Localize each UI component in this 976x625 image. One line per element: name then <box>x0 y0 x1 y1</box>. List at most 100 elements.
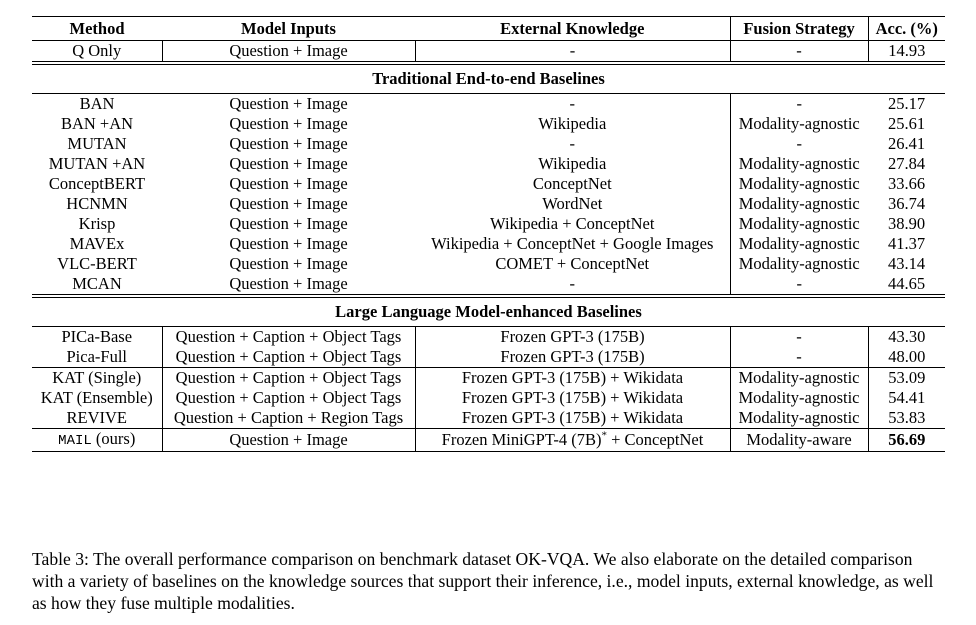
data-row: PICa-Base Question + Caption + Object Tag… <box>32 326 945 347</box>
table-cell: ConceptBERT <box>48 174 146 193</box>
table-cell: Wikipedia <box>538 154 607 173</box>
data-row: BAN Question + Image - -25.17 <box>32 93 945 114</box>
table-cell: Modality-agnostic <box>729 154 868 174</box>
table-cell: Wikipedia + ConceptNet + Google Images <box>431 234 714 253</box>
section-title: Traditional End-to-end Baselines <box>372 69 605 88</box>
table-cell: Question + Image <box>229 134 348 153</box>
table-cell: Modality-agnostic <box>729 114 868 134</box>
data-row: MAVEx Question + Image Wikipedia + Concept… <box>32 234 945 254</box>
table-cell: Question + Image <box>229 194 348 213</box>
table-cell: Modality-agnostic <box>729 367 868 388</box>
table-cell: Question + Caption + Object Tags <box>161 347 415 368</box>
table-cell: - <box>414 40 730 63</box>
data-row: ConceptBERT Question + Image ConceptNet Mod… <box>32 174 945 194</box>
results-table: Method Model Inputs External Knowledge Fusi… <box>32 16 945 452</box>
table-cell: BAN <box>79 94 115 113</box>
cell-text: * <box>601 429 607 442</box>
table-cell: MAVEx <box>69 234 125 253</box>
table-cell: 43.14 <box>887 254 926 273</box>
table-cell: Question + Caption + Object Tags <box>161 367 415 388</box>
table-cell: 54.41 <box>867 388 945 408</box>
table-cell: Modality-agnostic <box>729 234 868 254</box>
table-cell: Frozen MiniGPT-4 (7B)* + ConceptNet <box>414 428 730 452</box>
table-cell: - <box>569 274 576 293</box>
header-cell: Method <box>69 18 125 38</box>
table-cell: REVIVE <box>66 408 128 427</box>
table-cell: 25.61 <box>887 114 926 133</box>
table-section: Traditional End-to-end Baselines BAN Quest… <box>32 63 945 296</box>
section-title-row: Large Language Model-enhanced Baselines <box>32 296 945 327</box>
table-cell: - <box>569 134 576 153</box>
header-row: Method Model Inputs External Knowledge Fusi… <box>32 16 945 41</box>
data-row: BAN +AN Question + Image Wikipedia Modality… <box>32 114 945 134</box>
table-caption: Table 3: The overall performance compari… <box>32 549 934 613</box>
data-row: HCNMN Question + Image WordNet Modality-agn… <box>32 194 945 214</box>
table-cell: MUTAN <box>67 134 127 153</box>
data-row: KAT (Ensemble) Question + Caption + Objec… <box>32 388 945 408</box>
table-cell: 33.66 <box>887 174 926 193</box>
table-cell: BAN +AN <box>60 114 134 133</box>
header-cell: Acc. (%) <box>867 16 945 41</box>
table-cell: - <box>569 94 576 113</box>
table-cell: Frozen GPT-3 (175B) <box>414 347 730 368</box>
table-cell: 38.90 <box>887 214 926 233</box>
table-cell: Modality-agnostic <box>729 408 868 429</box>
table-cell: Question + Image <box>229 94 348 113</box>
table-cell: 14.93 <box>867 40 945 63</box>
table-cell: VLC-BERT <box>57 254 137 273</box>
table-cell: 53.83 <box>867 408 945 429</box>
table-cell: Question + Caption + Object Tags <box>161 388 415 408</box>
table-cell: Question + Image <box>229 274 348 293</box>
table-cell: 44.65 <box>887 274 926 293</box>
table-cell: Question + Image <box>229 254 348 273</box>
table-cell: 27.84 <box>887 154 926 173</box>
table-section: Large Language Model-enhanced Baselines P… <box>32 296 945 429</box>
table-cell: 25.17 <box>887 94 926 113</box>
table-cell: Question + Image <box>229 174 348 193</box>
data-row: MUTAN +AN Question + Image Wikipedia Modali… <box>32 154 945 174</box>
data-row: MAIL (ours) Question + Image Frozen MiniGP… <box>32 428 945 452</box>
cell-text: Frozen MiniGPT-4 (7B) <box>441 430 602 449</box>
table-cell: Modality-agnostic <box>729 214 868 234</box>
table-cell: - <box>729 93 868 114</box>
table-section: MAIL (ours) Question + Image Frozen MiniGP… <box>32 428 945 452</box>
table-cell: - <box>729 274 868 296</box>
table-cell: Question + Image <box>229 214 348 233</box>
cell-text: + ConceptNet <box>606 430 704 449</box>
table-cell: 53.09 <box>867 367 945 388</box>
table-cell: 43.30 <box>867 326 945 347</box>
section-title-row: Traditional End-to-end Baselines <box>32 63 945 94</box>
table-cell: Question + Image <box>161 40 415 63</box>
table-cell: - <box>729 134 868 154</box>
table-cell: KAT (Ensemble) <box>40 388 153 407</box>
table-wrap: Method Model Inputs External Knowledge Fusi… <box>32 16 945 452</box>
table-cell: - <box>729 347 868 368</box>
section-title: Large Language Model-enhanced Baselines <box>335 302 642 321</box>
table-cell: PICa-Base <box>61 327 133 346</box>
table-cell: ConceptNet <box>532 174 612 193</box>
table-section: Q Only Question + Image - -14.93 <box>32 40 945 63</box>
table-cell: MUTAN +AN <box>48 154 146 173</box>
table-cell: WordNet <box>542 194 603 213</box>
table-header: Method Model Inputs External Knowledge Fusi… <box>32 16 945 41</box>
data-row: Krisp Question + Image Wikipedia + Concept… <box>32 214 945 234</box>
header-cell: External Knowledge <box>500 18 645 38</box>
table-cell: - <box>729 326 868 347</box>
table-cell: 48.00 <box>867 347 945 368</box>
data-row: KAT (Single) Question + Caption + Object … <box>32 367 945 388</box>
table-cell: Question + Image <box>229 114 348 133</box>
header-cell: Model Inputs <box>241 18 336 38</box>
table-cell: Modality-agnostic <box>729 174 868 194</box>
table-cell: 41.37 <box>887 234 926 253</box>
table-cell: Modality-agnostic <box>729 388 868 408</box>
data-row: VLC-BERT Question + Image COMET + ConceptN… <box>32 254 945 274</box>
table-cell: MCAN <box>72 274 122 293</box>
table-cell: 56.69 <box>867 428 945 452</box>
cell-text: 56.69 <box>888 430 926 449</box>
table-cell: Question + Caption + Region Tags <box>161 408 415 429</box>
table-cell: - <box>729 40 868 63</box>
table-cell: MAIL (ours) <box>32 429 162 452</box>
header-cell: Fusion Strategy <box>729 16 868 41</box>
cell-text: (ours) <box>91 429 136 448</box>
